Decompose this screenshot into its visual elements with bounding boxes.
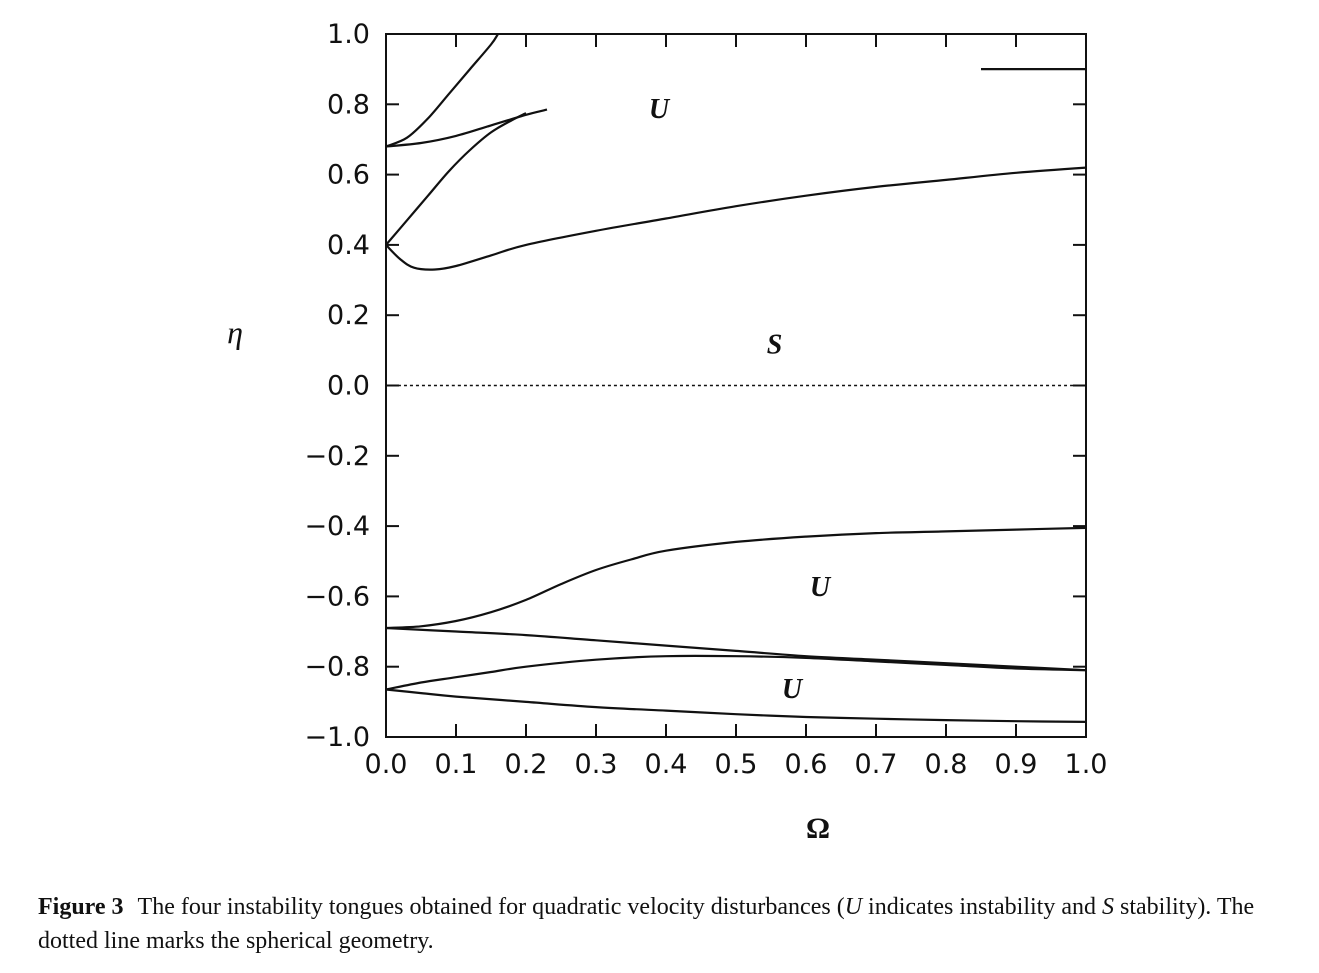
caption-label: Figure 3	[38, 894, 124, 920]
y-tick-labels: 1.0 0.8 0.6 0.4 0.2 0.0 −0.2 −0.4 −0.6 −0.8 −1.0	[304, 19, 370, 753]
x-axis-label: Ω	[806, 812, 830, 845]
y-tick-label: 0.6	[327, 160, 370, 191]
x-tick-label: 0.2	[505, 749, 548, 780]
x-tick-label: 0.7	[855, 749, 898, 780]
tongue-curve-9	[385, 654, 1087, 691]
unstable-region-label: U	[782, 674, 804, 705]
x-tick-label: 0.9	[995, 749, 1038, 780]
caption-text-1: The four instability tongues obtained fo…	[137, 894, 845, 920]
unstable-region-label: U	[649, 94, 671, 125]
y-tick-label: −0.8	[304, 652, 370, 683]
tongue-curve-3	[385, 112, 527, 246]
x-tick-label: 0.5	[715, 749, 758, 780]
y-axis-label: η	[227, 314, 243, 350]
stable-region-label: S	[767, 329, 783, 360]
x-tick-label: 0.0	[365, 749, 408, 780]
tongue-curve-1	[385, 33, 499, 148]
x-tick-labels: 0.0 0.1 0.2 0.3 0.4 0.5 0.6 0.7 0.8 0.9 1.0	[365, 749, 1108, 780]
tongue-curve-10	[385, 688, 1087, 723]
chart: 0.0 0.1 0.2 0.3 0.4 0.5 0.6 0.7 0.8 0.9 1.0 1.0 0.8…	[227, 19, 1108, 845]
x-tick-label: 0.3	[575, 749, 618, 780]
caption-s: S	[1101, 894, 1114, 920]
caption-text-3: stability). The dotted line marks the sp…	[38, 894, 1255, 954]
caption-u: U	[844, 894, 863, 920]
y-tick-label: −0.2	[304, 441, 370, 472]
y-tick-label: 0.8	[327, 89, 370, 120]
y-tick-label: 0.4	[327, 230, 370, 261]
axis-ticks	[386, 34, 1086, 737]
y-tick-label: −1.0	[304, 722, 370, 753]
unstable-region-label: U	[810, 572, 832, 603]
x-tick-label: 0.4	[645, 749, 688, 780]
tongue-curve-8	[385, 626, 1087, 672]
tongue-curve-4	[385, 166, 1087, 271]
region-labels: U S U U	[649, 94, 832, 705]
y-tick-label: 0.2	[327, 300, 370, 331]
y-tick-label: 0.0	[327, 371, 370, 402]
tongue-curve-7	[385, 526, 1087, 630]
y-tick-label: −0.6	[304, 581, 370, 612]
y-tick-label: −0.4	[304, 511, 370, 542]
caption-text-2: indicates instability and	[862, 894, 1102, 920]
x-tick-label: 0.1	[435, 749, 478, 780]
y-tick-label: 1.0	[327, 19, 370, 50]
x-tick-label: 0.6	[785, 749, 828, 780]
series-group	[385, 33, 1087, 723]
figure-caption: Figure 3 The four instability tongues obt…	[38, 890, 1298, 958]
x-tick-label: 1.0	[1065, 749, 1108, 780]
x-tick-label: 0.8	[925, 749, 968, 780]
tongue-curve-2	[385, 108, 548, 148]
